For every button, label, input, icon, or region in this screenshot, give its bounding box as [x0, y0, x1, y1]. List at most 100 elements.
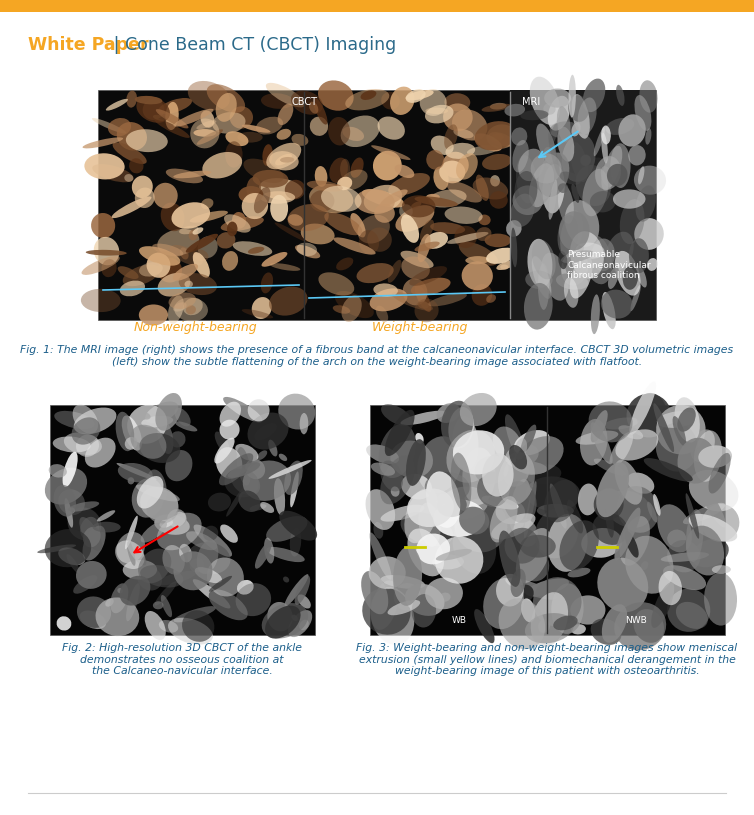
Ellipse shape: [399, 205, 412, 218]
Ellipse shape: [193, 579, 231, 609]
Ellipse shape: [415, 298, 439, 323]
Ellipse shape: [514, 171, 538, 209]
Ellipse shape: [531, 153, 562, 183]
Ellipse shape: [247, 412, 289, 450]
Ellipse shape: [557, 215, 578, 256]
Ellipse shape: [268, 439, 277, 456]
Ellipse shape: [535, 509, 578, 558]
Ellipse shape: [162, 545, 185, 575]
Ellipse shape: [137, 566, 162, 591]
Ellipse shape: [167, 509, 186, 527]
Ellipse shape: [69, 508, 75, 513]
Ellipse shape: [342, 296, 362, 322]
Ellipse shape: [602, 604, 627, 643]
Ellipse shape: [115, 540, 145, 569]
Ellipse shape: [252, 297, 271, 319]
Text: Fig. 1: The MRI image (right) shows the presence of a fibrous band at the calcan: Fig. 1: The MRI image (right) shows the …: [20, 345, 734, 367]
Ellipse shape: [195, 567, 222, 583]
Ellipse shape: [486, 248, 516, 264]
Ellipse shape: [174, 408, 191, 426]
Ellipse shape: [385, 410, 415, 456]
Ellipse shape: [516, 528, 551, 583]
Ellipse shape: [562, 134, 596, 182]
Ellipse shape: [675, 397, 700, 443]
Ellipse shape: [541, 253, 569, 301]
Ellipse shape: [108, 118, 131, 136]
Ellipse shape: [321, 186, 362, 212]
Ellipse shape: [449, 408, 474, 448]
Ellipse shape: [601, 126, 611, 144]
Ellipse shape: [278, 394, 315, 430]
Ellipse shape: [158, 229, 199, 256]
Ellipse shape: [228, 462, 260, 478]
Ellipse shape: [209, 576, 232, 592]
Ellipse shape: [146, 402, 178, 424]
Ellipse shape: [403, 279, 428, 306]
Ellipse shape: [593, 513, 628, 545]
Ellipse shape: [97, 510, 115, 522]
Ellipse shape: [544, 89, 571, 108]
Ellipse shape: [455, 226, 477, 248]
Ellipse shape: [623, 266, 638, 290]
Ellipse shape: [298, 594, 311, 609]
Ellipse shape: [391, 441, 433, 478]
Ellipse shape: [441, 401, 474, 447]
Ellipse shape: [190, 210, 228, 222]
Ellipse shape: [333, 305, 350, 314]
Ellipse shape: [532, 256, 551, 299]
Ellipse shape: [250, 504, 266, 511]
Ellipse shape: [380, 456, 415, 504]
Ellipse shape: [146, 492, 179, 523]
Ellipse shape: [93, 522, 121, 532]
Ellipse shape: [498, 598, 545, 650]
Ellipse shape: [459, 507, 489, 535]
Ellipse shape: [360, 90, 376, 100]
Ellipse shape: [567, 500, 583, 534]
Ellipse shape: [165, 450, 192, 482]
Ellipse shape: [139, 262, 163, 276]
Ellipse shape: [179, 544, 192, 562]
Ellipse shape: [689, 470, 738, 511]
Ellipse shape: [299, 619, 309, 630]
Ellipse shape: [295, 575, 310, 605]
Ellipse shape: [578, 98, 596, 134]
Ellipse shape: [401, 257, 430, 280]
Ellipse shape: [388, 173, 430, 196]
Ellipse shape: [678, 438, 716, 483]
Ellipse shape: [570, 255, 593, 298]
Ellipse shape: [143, 99, 164, 120]
Ellipse shape: [564, 277, 578, 308]
Ellipse shape: [451, 452, 471, 511]
Ellipse shape: [453, 129, 474, 139]
Ellipse shape: [230, 106, 253, 129]
Ellipse shape: [270, 195, 288, 222]
Ellipse shape: [54, 485, 76, 517]
Ellipse shape: [630, 285, 641, 311]
Ellipse shape: [232, 212, 246, 228]
Ellipse shape: [362, 588, 411, 635]
Ellipse shape: [661, 552, 709, 562]
Ellipse shape: [656, 423, 698, 472]
Ellipse shape: [124, 174, 133, 182]
Ellipse shape: [667, 530, 686, 547]
Ellipse shape: [531, 593, 568, 647]
Ellipse shape: [602, 146, 622, 191]
Text: Non-weight-bearing: Non-weight-bearing: [133, 321, 257, 334]
Ellipse shape: [561, 250, 594, 263]
Ellipse shape: [504, 104, 525, 117]
Ellipse shape: [491, 513, 535, 540]
Ellipse shape: [57, 616, 72, 631]
Ellipse shape: [630, 381, 656, 435]
Ellipse shape: [565, 200, 599, 247]
Ellipse shape: [357, 263, 394, 283]
Ellipse shape: [192, 227, 204, 235]
Ellipse shape: [605, 502, 614, 538]
Ellipse shape: [584, 236, 612, 284]
Ellipse shape: [476, 174, 489, 201]
Ellipse shape: [292, 134, 308, 146]
Ellipse shape: [644, 458, 693, 482]
Ellipse shape: [378, 117, 405, 139]
Bar: [0, 0, 754, 12]
Ellipse shape: [388, 600, 420, 615]
Ellipse shape: [550, 123, 558, 145]
